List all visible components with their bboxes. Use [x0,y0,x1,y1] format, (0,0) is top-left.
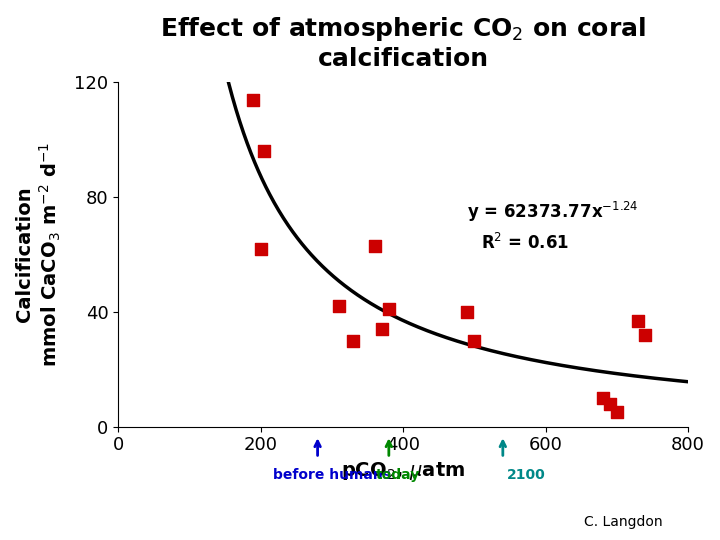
Point [469,336,480,345]
Y-axis label: Calcification
mmol CaCO$_3$ m$^{-2}$ d$^{-1}$: Calcification mmol CaCO$_3$ m$^{-2}$ d$^… [15,142,63,367]
Point [462,308,473,316]
Text: today: today [376,469,420,482]
Text: C. Langdon: C. Langdon [584,515,662,529]
Text: 2100: 2100 [506,469,545,482]
Text: y = 62373.77x$^{-1.24}$: y = 62373.77x$^{-1.24}$ [467,199,639,224]
Point [632,316,644,325]
Point [258,147,270,156]
Point [383,305,395,313]
Point [604,400,616,408]
Point [639,330,651,339]
Text: before humans: before humans [273,469,391,482]
Point [348,336,359,345]
Point [255,245,266,253]
Point [611,408,623,417]
Point [376,325,387,334]
Point [597,394,608,402]
Text: R$^2$ = 0.61: R$^2$ = 0.61 [482,233,570,253]
Point [248,96,259,104]
Point [333,302,345,310]
X-axis label: pCO$_2$, $\mu$atm: pCO$_2$, $\mu$atm [341,460,465,482]
Title: Effect of atmospheric CO$_2$ on coral
calcification: Effect of atmospheric CO$_2$ on coral ca… [160,15,646,71]
Point [369,242,380,251]
